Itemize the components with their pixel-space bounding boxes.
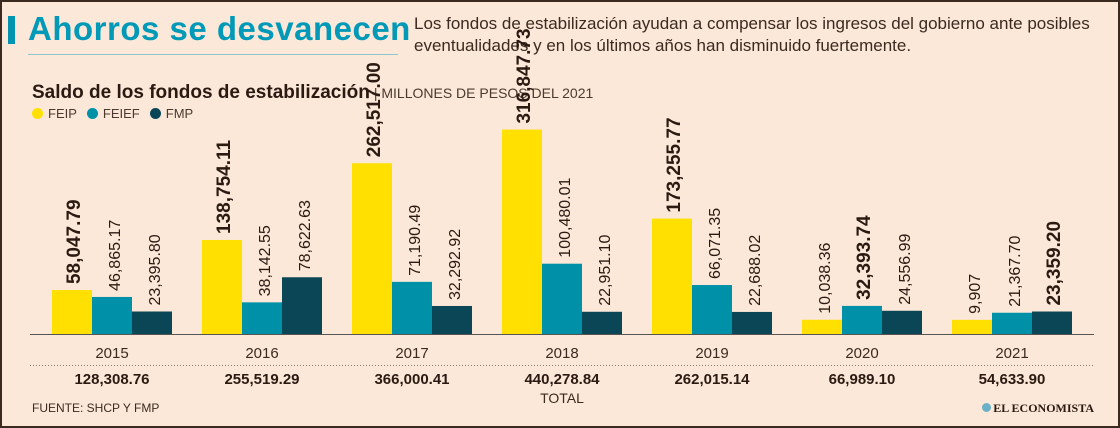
globe-icon	[982, 403, 992, 412]
legend-item-feip: FEIP	[32, 106, 77, 121]
bar-feief-2018	[542, 263, 582, 334]
legend-swatch	[32, 108, 43, 119]
legend-label: FEIP	[48, 106, 77, 121]
totals-label: TOTAL	[540, 390, 584, 406]
logo-text: EL ECONOMISTA	[993, 401, 1094, 415]
data-label: 71,190.49	[407, 205, 424, 276]
data-label: 23,395.80	[147, 234, 164, 305]
data-label: 262,517.00	[364, 62, 385, 157]
legend-label: FEIEF	[102, 106, 140, 121]
data-label: 10,038.36	[817, 242, 834, 313]
data-label: 66,071.35	[707, 208, 724, 279]
bar-fmp-2021	[1032, 311, 1072, 334]
bar-feief-2020	[842, 305, 882, 334]
bar-feip-2016	[202, 239, 242, 334]
data-label: 46,865.17	[107, 220, 124, 291]
title-rule	[28, 54, 398, 55]
data-label: 138,754.11	[214, 139, 235, 233]
bar-feip-2018	[502, 129, 542, 334]
legend-label: FMP	[165, 106, 194, 121]
bar-fmp-2016	[282, 277, 322, 334]
bar-fmp-2018	[582, 311, 622, 334]
x-tick-label: 2021	[995, 345, 1028, 362]
bar-fmp-2015	[132, 311, 172, 334]
bar-feief-2021	[992, 312, 1032, 334]
total-value: 262,015.14	[674, 371, 750, 388]
total-value: 66,989.10	[829, 371, 896, 388]
bar-feip-2019	[652, 218, 692, 334]
total-value: 366,000.41	[374, 371, 449, 388]
chart-title: Saldo de los fondos de estabilización | M…	[32, 82, 593, 104]
legend-item-feief: FEIEF	[86, 106, 140, 121]
total-value: 128,308.76	[74, 371, 149, 388]
data-label: 38,142.55	[257, 225, 274, 296]
legend-item-fmp: FMP	[149, 106, 194, 121]
bar-fmp-2019	[732, 311, 772, 334]
data-label: 58,047.79	[64, 199, 85, 284]
bar-feip-2021	[952, 319, 992, 334]
page-title: Ahorros se desvanecen	[28, 10, 411, 47]
total-value: 255,519.29	[224, 371, 299, 388]
bar-feief-2015	[92, 296, 132, 334]
x-tick-label: 2018	[545, 345, 578, 362]
logo: EL ECONOMISTA	[982, 401, 1094, 416]
bar-feief-2017	[392, 281, 432, 334]
data-label: 78,622.63	[297, 200, 314, 271]
data-label: 100,480.01	[557, 178, 574, 258]
data-label: 22,688.02	[747, 235, 764, 306]
bar-feief-2016	[242, 302, 282, 334]
legend-swatch	[149, 108, 161, 119]
chart-title-text: Saldo de los fondos de estabilización	[32, 82, 370, 103]
x-tick-label: 2016	[245, 345, 278, 362]
data-label: 23,359.20	[1044, 221, 1065, 306]
bar-fmp-2020	[882, 310, 922, 334]
data-label: 32,292.92	[447, 229, 464, 300]
units-label: | MILLONES DE PESOS DEL 2021	[373, 85, 594, 101]
x-tick-label: 2020	[845, 345, 878, 362]
total-value: 440,278.84	[524, 371, 600, 388]
bar-feip-2020	[802, 319, 842, 334]
data-label: 9,907	[967, 274, 984, 314]
legend-swatch	[86, 108, 98, 119]
data-label: 22,951.10	[597, 234, 614, 305]
total-value: 54,633.90	[979, 371, 1046, 388]
x-tick-label: 2017	[395, 345, 428, 362]
x-tick-label: 2015	[95, 345, 128, 362]
data-label: 316,847.73	[514, 28, 535, 123]
bar-fmp-2017	[432, 305, 472, 334]
bar-feip-2015	[52, 290, 92, 334]
data-label: 24,556.99	[897, 233, 914, 304]
bar-feief-2019	[692, 285, 732, 334]
source-note: FUENTE: SHCP Y FMP	[32, 401, 160, 415]
data-label: 21,367.70	[1007, 235, 1024, 306]
bar-feip-2017	[352, 163, 392, 334]
title-accent	[8, 16, 15, 44]
subtitle: Los fondos de estabilización ayudan a co…	[414, 14, 1090, 55]
legend: FEIP FEIEF FMP	[32, 106, 193, 121]
data-label: 173,255.77	[664, 117, 685, 212]
data-label: 32,393.74	[854, 215, 875, 300]
x-tick-label: 2019	[695, 345, 728, 362]
